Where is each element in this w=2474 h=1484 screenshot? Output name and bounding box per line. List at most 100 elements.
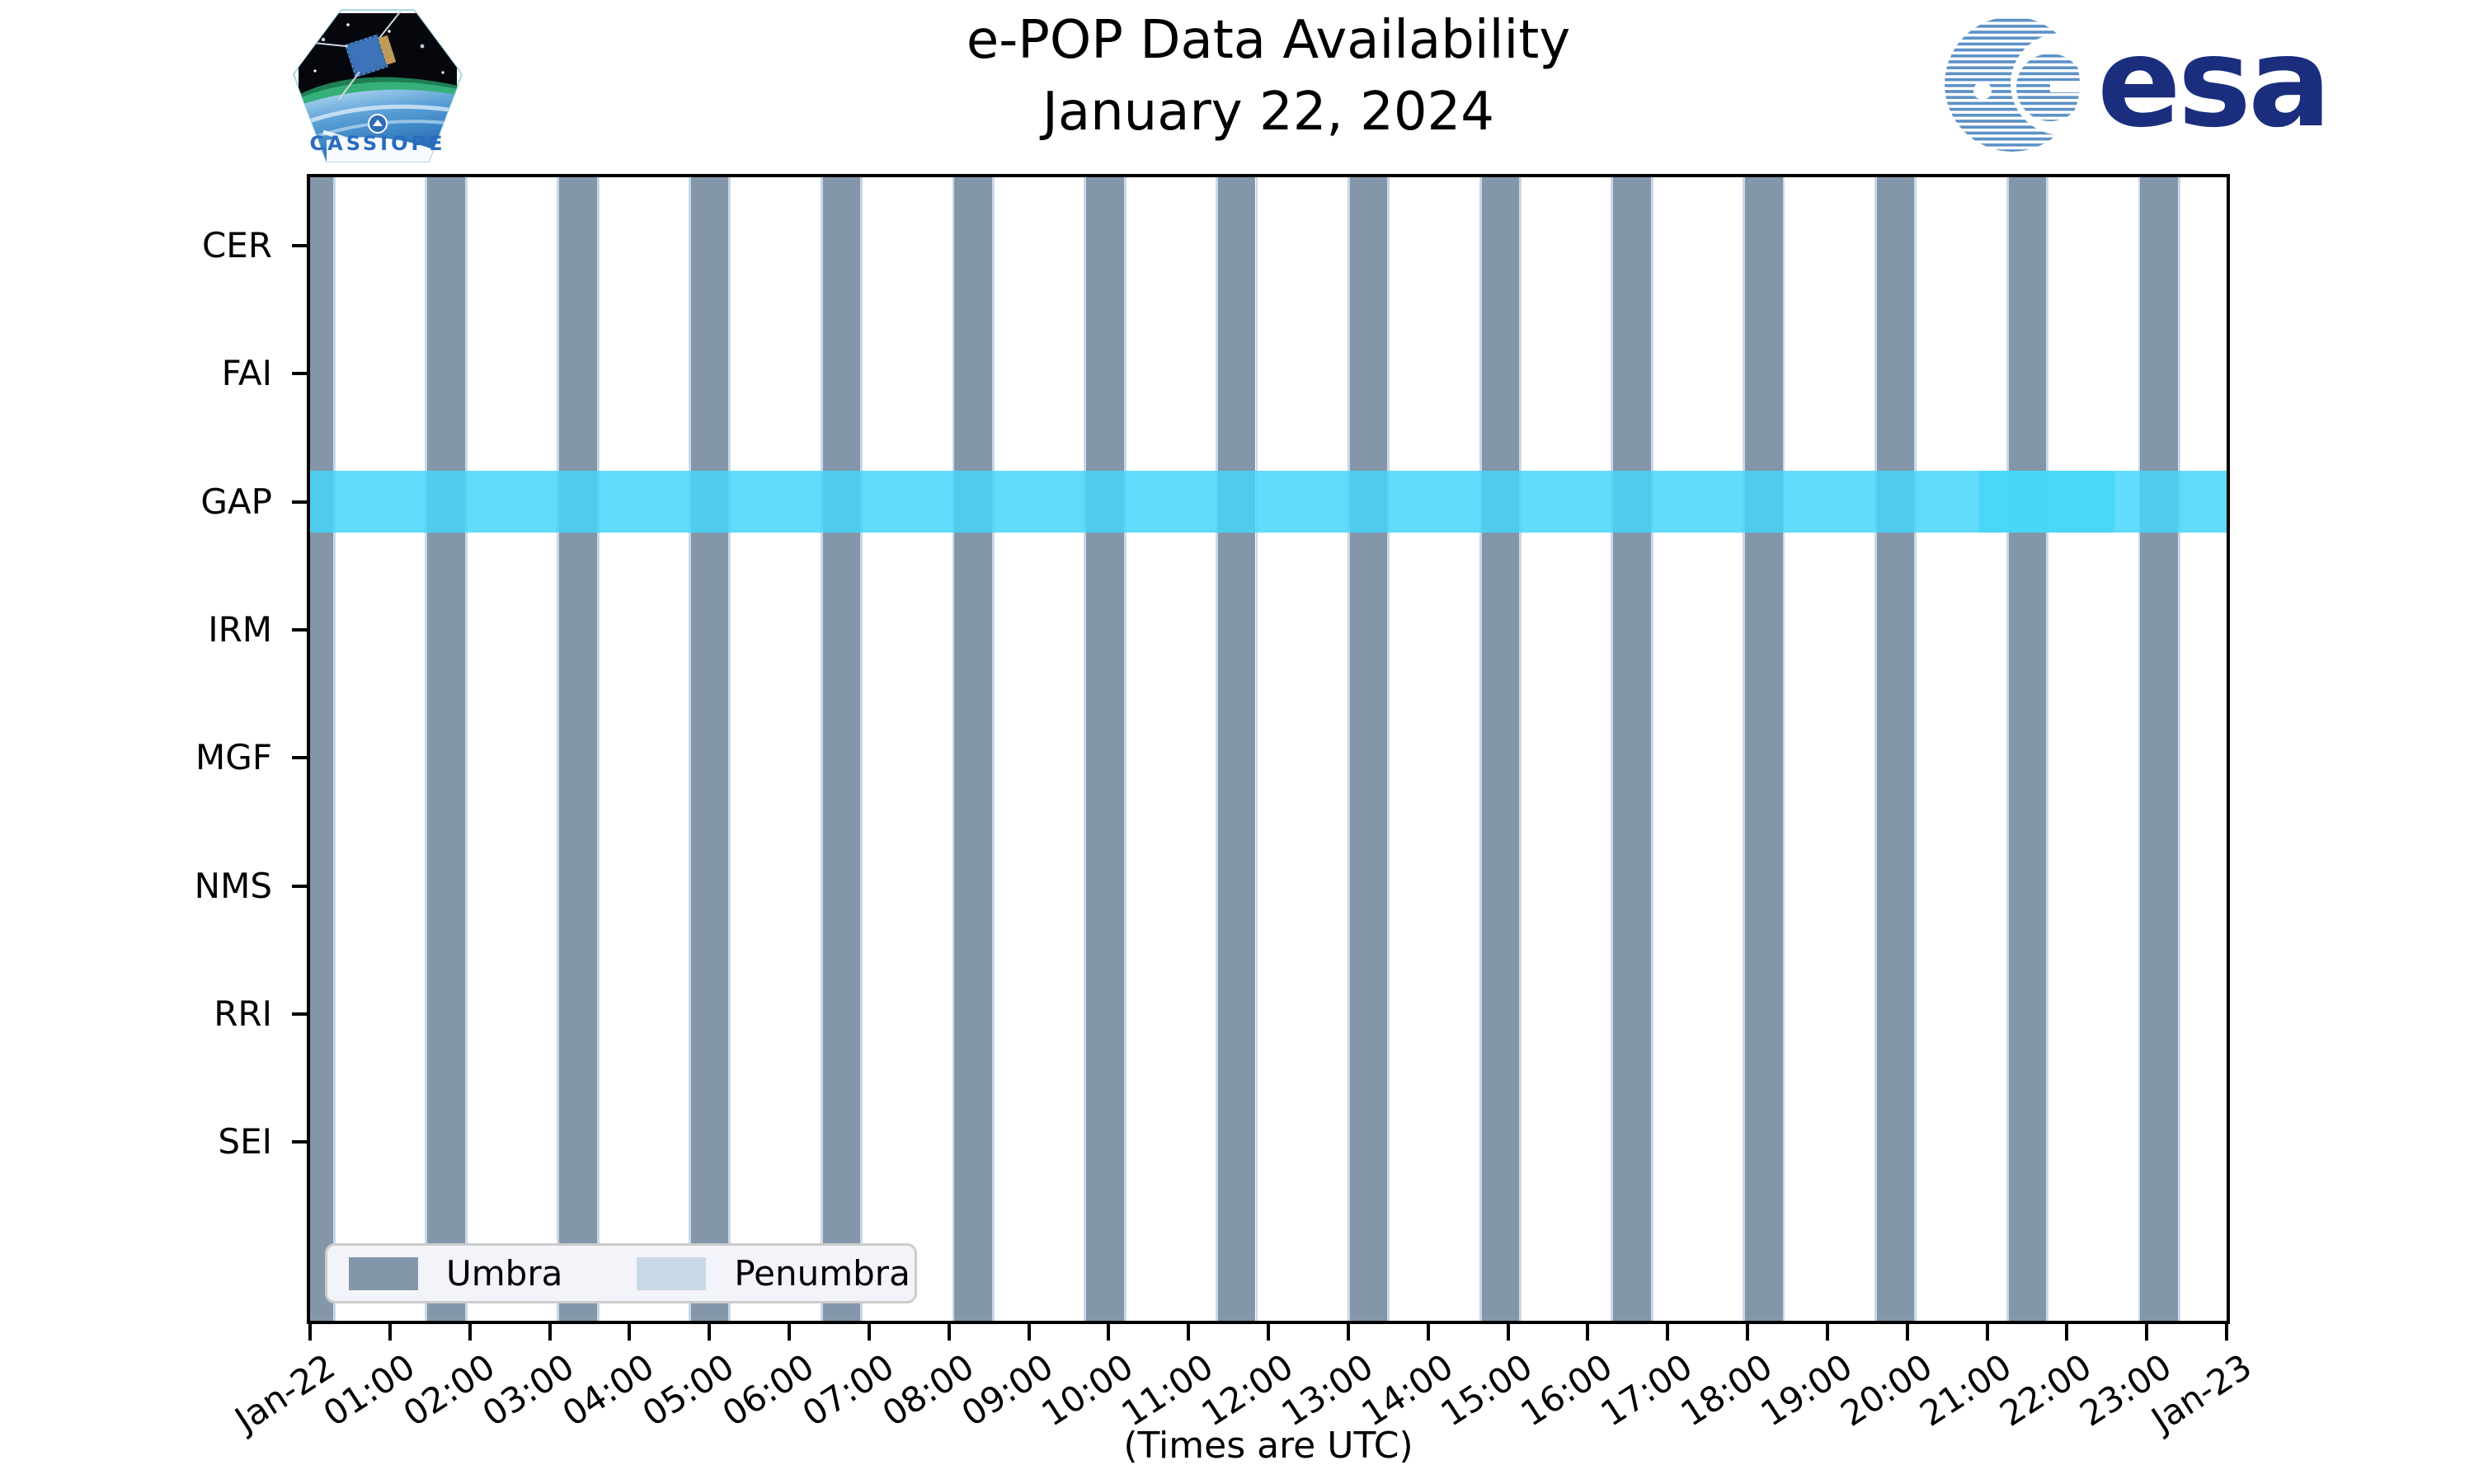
y-tick	[292, 244, 307, 247]
penumbra-strip	[2046, 177, 2049, 1321]
x-tick	[2065, 1324, 2069, 1341]
cassiope-mission-patch: CASSIOPE	[290, 7, 465, 165]
legend-item-penumbra: Penumbra	[637, 1253, 910, 1294]
y-label-cer: CER	[201, 225, 272, 265]
penumbra-strip	[991, 177, 995, 1321]
umbra-bar	[1613, 177, 1651, 1321]
x-tick-label: 17:00	[1593, 1345, 1700, 1435]
x-tick	[1346, 1324, 1350, 1341]
x-tick	[1666, 1324, 1670, 1341]
chart-title: e-POP Data Availability	[966, 10, 1571, 71]
x-tick	[947, 1324, 951, 1341]
x-tick-label: 20:00	[1832, 1345, 1940, 1435]
umbra-bar	[559, 177, 597, 1321]
cassiope-patch-label: CASSIOPE	[310, 132, 446, 155]
y-tick	[292, 1140, 307, 1144]
x-tick	[708, 1324, 712, 1341]
penumbra-strip	[952, 177, 955, 1321]
availability-band-gap	[1978, 471, 2115, 533]
x-tick-label: 07:00	[795, 1345, 901, 1435]
x-tick	[1027, 1324, 1031, 1341]
x-tick-label: 14:00	[1353, 1345, 1460, 1435]
legend-swatch-penumbra	[637, 1256, 707, 1290]
umbra-bar	[690, 177, 729, 1321]
penumbra-strip	[464, 177, 468, 1321]
penumbra-strip	[1084, 177, 1087, 1321]
x-tick	[468, 1324, 472, 1341]
penumbra-strip	[2006, 177, 2009, 1321]
availability-band-gap	[310, 471, 2227, 533]
x-tick	[628, 1324, 632, 1341]
penumbra-strip	[728, 177, 731, 1321]
x-tick-label: 09:00	[954, 1345, 1061, 1435]
x-tick-label: 04:00	[555, 1345, 661, 1435]
y-label-mgf: MGF	[195, 737, 272, 778]
umbra-bar	[2140, 177, 2178, 1321]
umbra-bar	[1745, 177, 1783, 1321]
legend-label: Umbra	[446, 1253, 563, 1294]
y-tick	[292, 884, 307, 888]
x-tick	[1267, 1324, 1270, 1341]
penumbra-strip	[860, 177, 863, 1321]
y-label-sei: SEI	[218, 1121, 272, 1162]
penumbra-strip	[1743, 177, 1746, 1321]
penumbra-strip	[557, 177, 560, 1321]
x-tick-label: 08:00	[874, 1345, 981, 1435]
x-tick-label: 16:00	[1513, 1345, 1620, 1435]
penumbra-strip	[688, 177, 691, 1321]
x-tick-label: 01:00	[316, 1345, 422, 1435]
esa-logo: esa	[1936, 12, 2332, 156]
x-tick	[1825, 1324, 1829, 1341]
legend-swatch-umbra	[349, 1256, 418, 1290]
penumbra-strip	[820, 177, 823, 1321]
esa-wordmark: esa	[2097, 12, 2328, 155]
x-tick	[1905, 1324, 1909, 1341]
umbra-bar	[954, 177, 992, 1321]
chart-title-block: e-POP Data Availability January 22, 2024	[310, 5, 2227, 148]
penumbra-strip	[1914, 177, 1917, 1321]
x-tick	[867, 1324, 871, 1341]
y-tick	[292, 500, 307, 504]
umbra-bar	[1217, 177, 1256, 1321]
x-axis-caption: (Times are UTC)	[1123, 1425, 1413, 1467]
x-tick	[548, 1324, 552, 1341]
x-tick	[388, 1324, 392, 1341]
umbra-bar	[2008, 177, 2047, 1321]
x-tick	[308, 1324, 312, 1341]
penumbra-strip	[425, 177, 428, 1321]
penumbra-strip	[1874, 177, 1877, 1321]
x-tick	[1506, 1324, 1510, 1341]
x-tick-label: 15:00	[1433, 1345, 1540, 1435]
x-tick-label: 21:00	[1912, 1345, 2020, 1435]
x-tick-label: 10:00	[1034, 1345, 1141, 1435]
x-tick-label: 13:00	[1274, 1345, 1380, 1435]
x-tick-label: 02:00	[395, 1345, 502, 1435]
penumbra-strip	[1255, 177, 1258, 1321]
x-tick	[1586, 1324, 1590, 1341]
y-label-rri: RRI	[214, 993, 272, 1034]
umbra-bar	[1086, 177, 1124, 1321]
penumbra-strip	[1479, 177, 1482, 1321]
penumbra-strip	[1123, 177, 1126, 1321]
penumbra-strip	[1519, 177, 1522, 1321]
y-tick	[292, 627, 307, 632]
x-tick	[2145, 1324, 2149, 1341]
umbra-bar	[1876, 177, 1915, 1321]
esa-globe-icon	[1945, 16, 2080, 152]
x-tick-label: 18:00	[1673, 1345, 1780, 1435]
umbra-bar	[1349, 177, 1388, 1321]
x-tick	[2225, 1324, 2228, 1341]
penumbra-strip	[1387, 177, 1390, 1321]
esa-logo-graphic: esa	[1945, 12, 2331, 155]
penumbra-strip	[1782, 177, 1785, 1321]
y-label-fai: FAI	[221, 353, 272, 394]
penumbra-strip	[1347, 177, 1350, 1321]
legend-box: Umbra Penumbra	[325, 1243, 917, 1303]
x-tick	[1985, 1324, 1989, 1341]
x-tick	[1426, 1324, 1430, 1341]
x-tick-label: 11:00	[1114, 1345, 1221, 1435]
umbra-bar	[427, 177, 465, 1321]
x-tick	[788, 1324, 791, 1341]
x-tick	[1107, 1324, 1111, 1341]
legend-label: Penumbra	[734, 1253, 910, 1294]
